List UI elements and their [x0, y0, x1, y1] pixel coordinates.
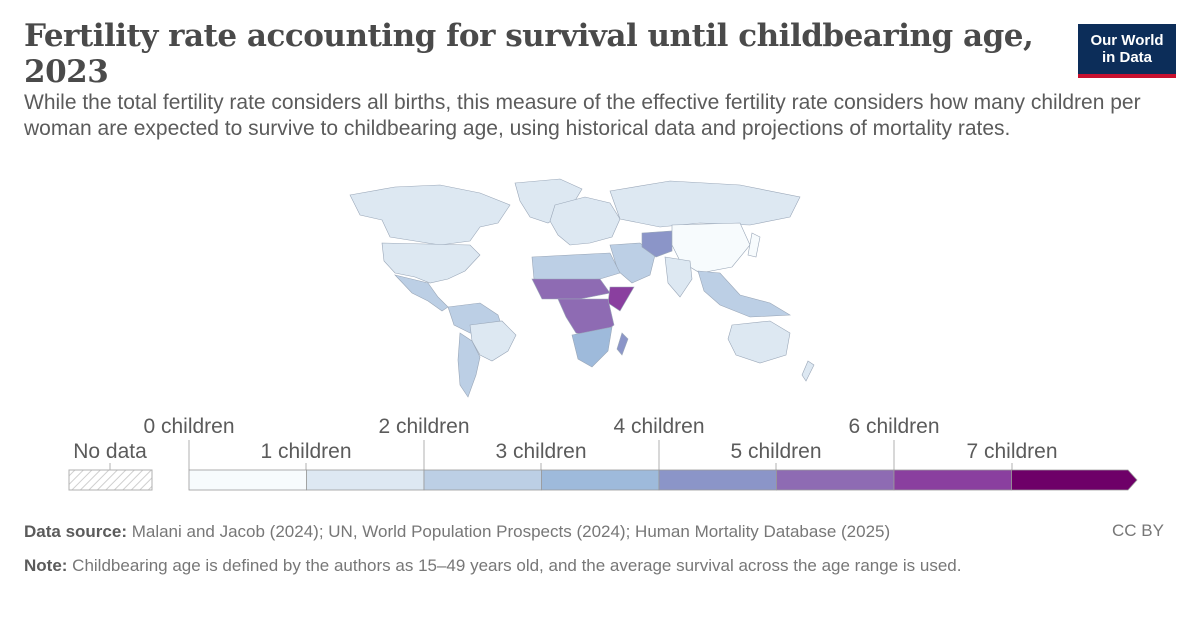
- legend-label-2: 2 children: [378, 415, 469, 438]
- region-europe[interactable]: [549, 196, 621, 246]
- data-source-text[interactable]: Malani and Jacob (2024); UN, World Popul…: [126, 522, 891, 541]
- legend-bin-3[interactable]: [541, 469, 660, 491]
- legend-label-3: 3 children: [495, 440, 586, 463]
- region-australia[interactable]: [727, 320, 791, 364]
- chart-subtitle: While the total fertility rate considers…: [24, 91, 1141, 140]
- region-southeast-asia[interactable]: [697, 270, 792, 318]
- legend-label-1: 1 children: [260, 440, 351, 463]
- legend-label-7: 7 children: [966, 440, 1057, 463]
- note-text: Childbearing age is defined by the autho…: [67, 556, 962, 575]
- region-india[interactable]: [664, 256, 693, 298]
- region-central-asia[interactable]: [641, 230, 673, 258]
- region-canada[interactable]: [349, 184, 511, 246]
- chart-title: Fertility rate accounting for survival u…: [24, 18, 1034, 90]
- region-mexico[interactable]: [394, 274, 449, 312]
- region-usa[interactable]: [381, 242, 481, 284]
- region-sahel[interactable]: [531, 278, 611, 300]
- legend-label-5: 5 children: [730, 440, 821, 463]
- legend-no-data-label: No data: [73, 440, 147, 463]
- legend-label-4: 4 children: [613, 415, 704, 438]
- legend-bin-2[interactable]: [423, 469, 542, 491]
- region-southern-africa[interactable]: [571, 326, 613, 368]
- region-japan[interactable]: [747, 232, 761, 258]
- legend-label-0: 0 children: [143, 415, 234, 438]
- logo-text-line2: in Data: [1101, 49, 1152, 66]
- world-map[interactable]: [320, 175, 840, 400]
- legend-bin-6[interactable]: [893, 469, 1012, 491]
- color-legend: No data 0 children 2 children 4 children…: [68, 415, 1138, 491]
- logo-text-line1: Our World: [1090, 32, 1164, 49]
- region-new-zealand[interactable]: [801, 360, 815, 382]
- region-china[interactable]: [671, 222, 751, 274]
- legend-label-6: 6 children: [848, 415, 939, 438]
- region-north-africa[interactable]: [531, 252, 621, 282]
- note-label: Note:: [24, 556, 68, 575]
- legend-bin-1[interactable]: [306, 469, 425, 491]
- data-source-label: Data source:: [24, 522, 127, 541]
- legend-bin-5[interactable]: [776, 469, 895, 491]
- legend-bin-7[interactable]: [1011, 469, 1138, 491]
- license-link[interactable]: CC BY: [1112, 521, 1164, 540]
- region-madagascar[interactable]: [616, 332, 629, 356]
- chart-note: Note: Childbearing age is defined by the…: [24, 555, 1114, 577]
- legend-bin-0[interactable]: [188, 469, 307, 491]
- legend-bin-4[interactable]: [658, 469, 777, 491]
- region-russia[interactable]: [609, 180, 801, 228]
- data-source: Data source: Malani and Jacob (2024); UN…: [24, 521, 1114, 543]
- legend-no-data-swatch: [68, 469, 153, 491]
- region-horn-of-africa[interactable]: [607, 286, 635, 312]
- owid-logo[interactable]: Our World in Data: [1078, 24, 1176, 78]
- region-southern-cone[interactable]: [457, 332, 481, 398]
